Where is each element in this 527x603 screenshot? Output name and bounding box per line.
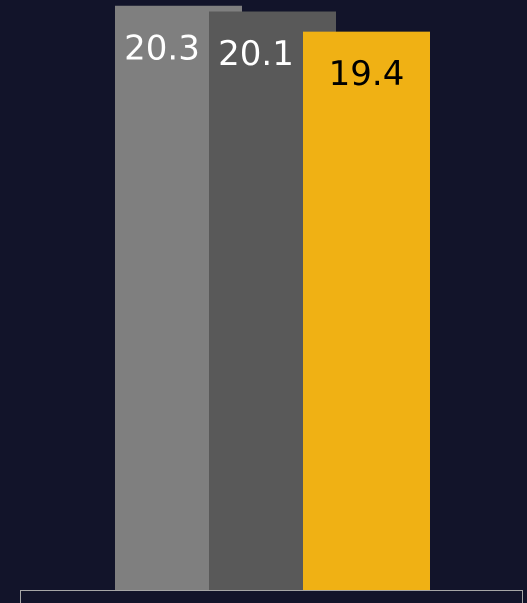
data-label: 20.3 bbox=[124, 28, 200, 68]
data-label: 20.1 bbox=[218, 34, 294, 74]
data-label: 19.4 bbox=[329, 54, 405, 94]
labels: 20.3 20.1 19.4 bbox=[124, 28, 404, 94]
legend-box bbox=[20, 590, 523, 603]
bars bbox=[115, 5, 430, 591]
bar bbox=[303, 31, 430, 591]
